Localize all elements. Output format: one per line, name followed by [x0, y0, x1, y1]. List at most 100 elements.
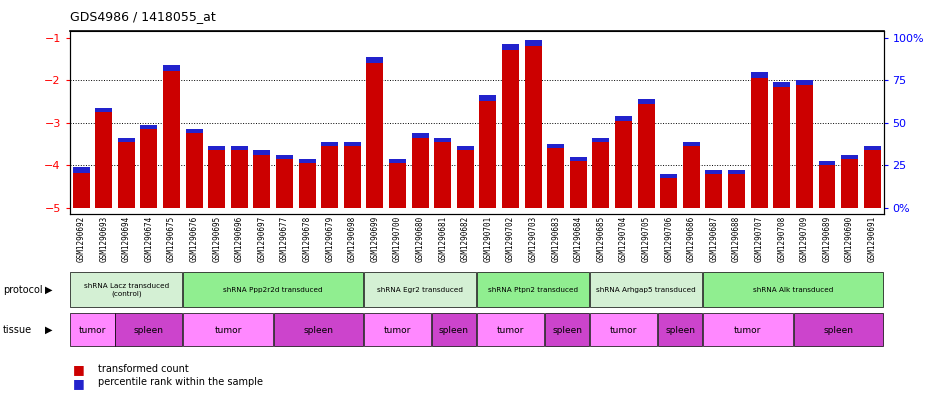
Text: GSM1290704: GSM1290704 [619, 216, 628, 262]
Bar [477, 272, 590, 307]
Text: spleen: spleen [303, 326, 333, 334]
Text: GSM1290680: GSM1290680 [416, 216, 425, 262]
Bar [231, 146, 247, 151]
Bar [253, 151, 271, 208]
Bar [434, 138, 451, 208]
Bar [728, 169, 745, 208]
Bar [364, 272, 476, 307]
Bar [591, 314, 657, 346]
Text: GSM1290690: GSM1290690 [845, 216, 854, 262]
Bar [502, 44, 519, 50]
Bar [95, 108, 113, 208]
Text: percentile rank within the sample: percentile rank within the sample [98, 377, 262, 387]
Text: GSM1290678: GSM1290678 [302, 216, 312, 262]
Bar [432, 314, 476, 346]
Text: ▶: ▶ [45, 325, 52, 335]
Bar [703, 314, 792, 346]
Bar [638, 99, 655, 208]
Bar [841, 155, 858, 208]
Bar [525, 40, 541, 46]
Bar [118, 138, 135, 208]
Bar [703, 272, 884, 307]
Text: GSM1290679: GSM1290679 [326, 216, 334, 262]
Text: ■: ■ [73, 364, 85, 376]
Bar [615, 116, 632, 208]
Bar [186, 129, 203, 208]
Bar [208, 146, 225, 151]
Bar [706, 169, 723, 174]
Bar [183, 272, 363, 307]
Bar [480, 95, 497, 101]
Text: GSM1290684: GSM1290684 [574, 216, 583, 262]
Text: tissue: tissue [3, 325, 32, 335]
Text: spleen: spleen [665, 326, 695, 334]
Text: GDS4986 / 1418055_at: GDS4986 / 1418055_at [70, 10, 216, 23]
Bar [751, 72, 767, 78]
Text: GSM1290703: GSM1290703 [528, 216, 538, 262]
Text: GSM1290682: GSM1290682 [461, 216, 470, 262]
Text: tumor: tumor [384, 326, 411, 334]
Bar [276, 155, 293, 208]
Text: GSM1290695: GSM1290695 [212, 216, 221, 262]
Text: tumor: tumor [214, 326, 242, 334]
Bar [480, 95, 497, 208]
Bar [412, 134, 429, 208]
Text: ■: ■ [73, 377, 85, 390]
Bar [818, 161, 835, 208]
Text: shRNA Egr2 transduced: shRNA Egr2 transduced [377, 287, 463, 293]
Text: tumor: tumor [79, 326, 106, 334]
Bar [163, 66, 179, 208]
Bar [774, 83, 790, 87]
Bar [864, 146, 881, 151]
Bar [570, 157, 587, 161]
Bar [502, 44, 519, 208]
Bar [364, 314, 431, 346]
Text: GSM1290674: GSM1290674 [144, 216, 153, 262]
Text: GSM1290688: GSM1290688 [732, 216, 741, 262]
Text: GSM1290687: GSM1290687 [710, 216, 719, 262]
Bar [591, 272, 702, 307]
Bar [658, 314, 702, 346]
Bar [73, 167, 89, 208]
Bar [592, 138, 609, 142]
Bar [140, 125, 157, 208]
Bar [276, 155, 293, 159]
Text: GSM1290707: GSM1290707 [754, 216, 764, 262]
Text: shRNA Ppp2r2d transduced: shRNA Ppp2r2d transduced [223, 287, 323, 293]
Text: GSM1290705: GSM1290705 [642, 216, 651, 262]
Text: shRNA Alk transduced: shRNA Alk transduced [753, 287, 833, 293]
Bar [299, 159, 315, 163]
Bar [208, 146, 225, 208]
Bar [525, 40, 541, 208]
Text: GSM1290696: GSM1290696 [234, 216, 244, 262]
Text: tumor: tumor [610, 326, 637, 334]
Bar [818, 161, 835, 165]
Text: GSM1290706: GSM1290706 [664, 216, 673, 262]
Bar [231, 146, 247, 208]
Text: ▶: ▶ [45, 285, 52, 295]
Bar [592, 138, 609, 208]
Text: GSM1290691: GSM1290691 [868, 216, 877, 262]
Text: shRNA Arhgap5 transduced: shRNA Arhgap5 transduced [596, 287, 696, 293]
Bar [118, 138, 135, 142]
Bar [140, 125, 157, 129]
Bar [186, 129, 203, 134]
Bar [683, 142, 700, 146]
Bar [95, 108, 113, 112]
Text: spleen: spleen [823, 326, 854, 334]
Text: shRNA Ptpn2 transduced: shRNA Ptpn2 transduced [488, 287, 578, 293]
Bar [70, 314, 114, 346]
Text: spleen: spleen [439, 326, 469, 334]
Bar [163, 66, 179, 72]
Bar [751, 72, 767, 208]
Bar [547, 144, 565, 148]
Text: GSM1290677: GSM1290677 [280, 216, 289, 262]
Bar [774, 83, 790, 208]
Bar [299, 159, 315, 208]
Text: transformed count: transformed count [98, 364, 189, 373]
Bar [366, 57, 383, 208]
Bar [389, 159, 406, 208]
Text: GSM1290697: GSM1290697 [258, 216, 266, 262]
Bar [366, 57, 383, 63]
Bar [457, 146, 473, 151]
